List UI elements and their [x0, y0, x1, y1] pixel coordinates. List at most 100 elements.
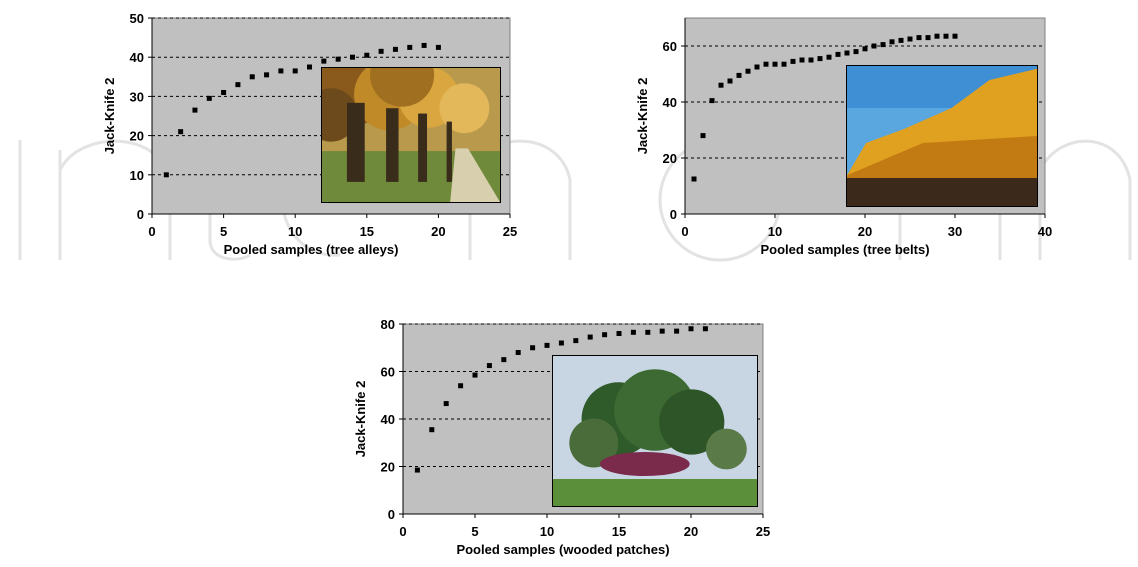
y-tick-label: 0 [388, 507, 395, 522]
data-point [544, 342, 550, 348]
data-point [392, 46, 398, 52]
y-tick-label: 50 [130, 11, 144, 26]
x-tick-label: 0 [681, 224, 688, 239]
data-point [754, 64, 760, 70]
data-point [853, 49, 859, 55]
x-tick-label: 25 [503, 224, 517, 239]
data-point [736, 72, 742, 78]
chart-tree-belts: 0 20 40 60 0 10 20 30 40 Pooled samples (tree bel… [615, 8, 1055, 270]
y-tick-label: 20 [663, 151, 677, 166]
data-point [916, 35, 922, 41]
x-axis-title: Pooled samples (wooded patches) [456, 542, 669, 557]
data-point [616, 331, 622, 336]
x-tick-label: 40 [1038, 224, 1052, 239]
data-point [925, 35, 931, 41]
data-point [378, 48, 384, 54]
x-tick-label: 5 [220, 224, 227, 239]
tree-alley-photo [321, 67, 501, 203]
data-point [817, 56, 823, 62]
tree-belt-photo [846, 65, 1038, 207]
x-tick-label: 30 [948, 224, 962, 239]
data-point [844, 50, 850, 56]
y-tick-label: 10 [130, 168, 144, 183]
data-point [501, 357, 507, 363]
data-point [645, 329, 651, 335]
data-point [952, 33, 958, 39]
x-tick-label: 15 [612, 524, 626, 539]
data-point [429, 427, 435, 433]
x-axis-title: Pooled samples (tree belts) [760, 242, 929, 257]
x-tick-label: 5 [471, 524, 478, 539]
data-point [486, 363, 492, 369]
data-point [435, 44, 441, 50]
data-point [871, 43, 877, 49]
data-point [235, 82, 241, 88]
data-point [249, 74, 255, 80]
data-point [659, 328, 665, 334]
x-tick-label: 20 [684, 524, 698, 539]
data-point [421, 42, 427, 48]
data-point [472, 372, 478, 378]
x-axis-title: Pooled samples (tree alleys) [224, 242, 399, 257]
y-axis-title: Jack-Knife 2 [635, 78, 650, 155]
data-point [907, 36, 913, 42]
data-point [880, 42, 886, 48]
chart-tree-alleys-svg: 0 10 20 30 40 50 0 5 10 15 20 25 Pooled samples (tre… [102, 11, 517, 257]
data-point [691, 176, 697, 182]
y-tick-label: 60 [663, 39, 677, 54]
y-tick-label: 80 [381, 317, 395, 332]
data-point [414, 467, 420, 473]
data-point [934, 33, 940, 39]
data-point [192, 107, 198, 113]
y-tick-label: 20 [381, 460, 395, 475]
data-point [781, 61, 787, 67]
data-point [835, 51, 841, 57]
data-point [702, 326, 708, 332]
data-point [889, 39, 895, 45]
data-point [943, 33, 949, 39]
data-point [558, 340, 564, 346]
data-point [307, 64, 313, 70]
x-tick-label: 10 [288, 224, 302, 239]
data-point [292, 68, 298, 74]
data-point [278, 68, 284, 74]
data-point [443, 401, 449, 407]
data-point [727, 78, 733, 84]
data-point [602, 332, 608, 338]
x-tick-label: 25 [756, 524, 770, 539]
chart-wooded-patches: 0 20 40 60 80 0 5 10 15 20 25 Pooled samples (woode… [345, 312, 785, 567]
data-point [264, 72, 270, 78]
x-tick-label: 0 [148, 224, 155, 239]
data-point [790, 58, 796, 64]
data-point [458, 383, 464, 389]
y-axis-title: Jack-Knife 2 [353, 381, 368, 458]
data-point [178, 129, 184, 135]
data-point [407, 44, 413, 50]
data-point [898, 37, 904, 43]
data-point [718, 82, 724, 88]
data-point [335, 56, 341, 62]
data-point [530, 345, 536, 351]
x-tick-label: 20 [858, 224, 872, 239]
data-point [321, 58, 327, 64]
data-point [206, 95, 212, 101]
chart-tree-belts-svg: 0 20 40 60 0 10 20 30 40 Pooled samples (tree bel… [635, 17, 1052, 257]
y-tick-label: 40 [381, 412, 395, 427]
data-point [763, 61, 769, 67]
x-tick-label: 10 [540, 524, 554, 539]
data-point [630, 329, 636, 335]
y-tick-label: 20 [130, 129, 144, 144]
data-point [772, 61, 778, 67]
data-point [688, 326, 694, 332]
y-tick-label: 40 [663, 95, 677, 110]
data-point [808, 57, 814, 63]
wooded-patch-photo [552, 355, 758, 507]
data-point [826, 54, 832, 60]
y-tick-label: 30 [130, 89, 144, 104]
data-point [221, 89, 227, 95]
x-tick-label: 15 [360, 224, 374, 239]
chart-wooded-patches-svg: 0 20 40 60 80 0 5 10 15 20 25 Pooled samples (woode… [353, 317, 770, 557]
data-point [573, 338, 579, 344]
data-point [515, 350, 521, 355]
data-point [364, 52, 370, 58]
